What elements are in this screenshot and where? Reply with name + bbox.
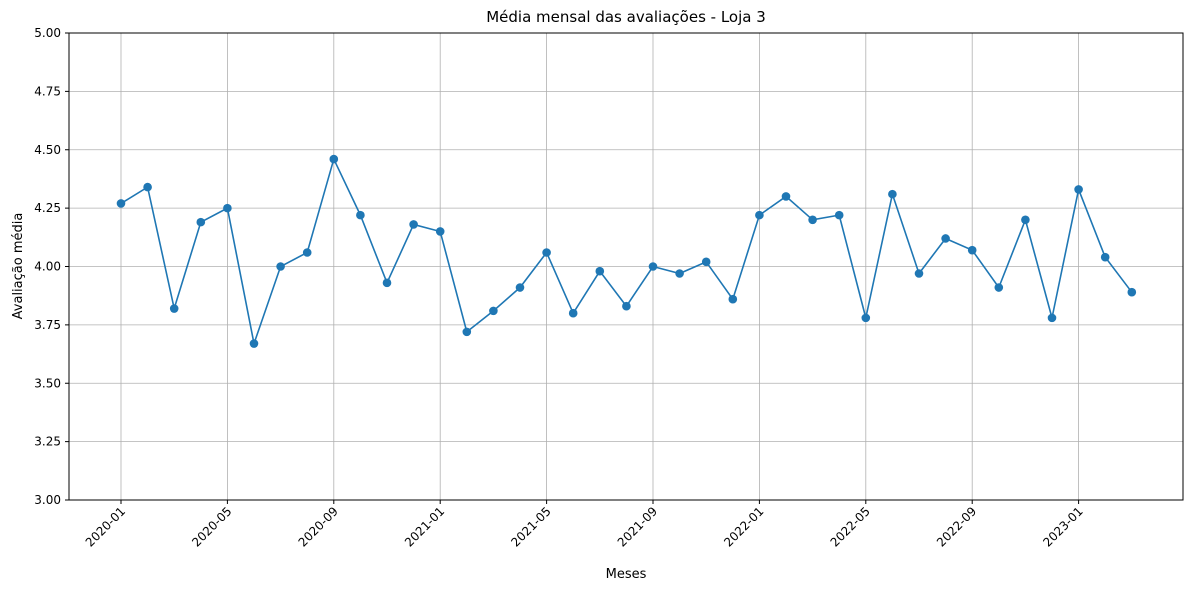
y-tick-label: 3.75 (34, 318, 61, 332)
series-group (116, 154, 1137, 348)
data-point (1127, 287, 1137, 297)
data-point (169, 304, 179, 313)
data-point (542, 248, 551, 257)
y-tick-label: 4.00 (34, 260, 61, 274)
data-point (675, 269, 684, 278)
y-tick-label: 3.50 (34, 376, 61, 390)
x-axis-label: Meses (606, 567, 647, 582)
data-point (1074, 185, 1083, 194)
data-point (994, 283, 1004, 292)
data-point (808, 215, 817, 225)
data-point (967, 245, 977, 255)
data-point (914, 269, 924, 278)
data-point (568, 308, 578, 318)
data-point (622, 301, 631, 311)
data-point (595, 266, 605, 276)
data-point (329, 154, 339, 164)
y-tick-label: 5.00 (34, 26, 61, 40)
data-point (728, 294, 738, 304)
data-point (223, 203, 232, 213)
y-axis: 3.00 3.25 3.50 3.75 4.00 4.25 4.50 4.75 5.00 (34, 26, 69, 507)
data-point (302, 248, 312, 257)
y-tick-label: 4.50 (34, 143, 61, 157)
plot-frame (68, 32, 1184, 501)
y-tick-label: 4.25 (34, 201, 61, 215)
data-point (515, 283, 525, 292)
data-point (462, 327, 472, 337)
y-tick-label: 3.00 (34, 493, 61, 507)
data-point (941, 234, 950, 243)
data-point (755, 210, 764, 220)
y-tick-label: 4.75 (34, 84, 61, 98)
data-point (196, 217, 206, 227)
y-axis-label: Avaliação média (11, 213, 26, 320)
data-point (356, 210, 365, 220)
data-point (834, 210, 844, 220)
data-point (435, 227, 445, 236)
data-point (1100, 252, 1110, 262)
data-point (143, 182, 152, 192)
data-point (1021, 215, 1030, 225)
data-point (116, 199, 126, 208)
data-point (701, 257, 711, 267)
data-point (489, 306, 498, 316)
data-point (861, 313, 871, 323)
y-tick-label: 3.25 (34, 435, 61, 449)
data-point (276, 262, 285, 271)
data-point (382, 278, 392, 288)
data-point (1047, 313, 1057, 323)
chart-title: Média mensal das avaliações - Loja 3 (486, 8, 766, 26)
data-point (888, 189, 897, 199)
data-point (249, 339, 259, 348)
data-point (781, 192, 791, 201)
data-point (648, 262, 658, 271)
data-point (409, 220, 418, 229)
